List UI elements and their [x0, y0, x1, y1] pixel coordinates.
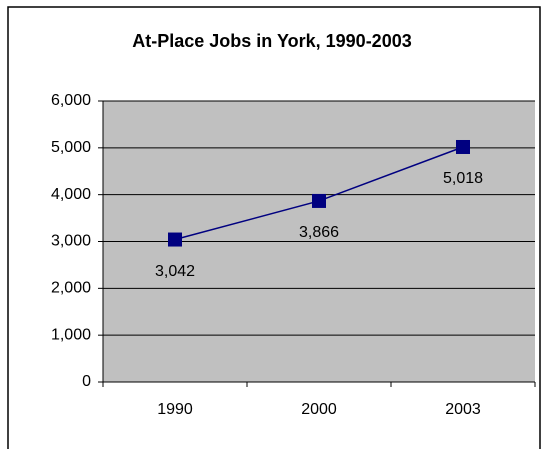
x-tick-label: 2003: [445, 401, 481, 418]
marker: [168, 232, 182, 247]
chart-title: At-Place Jobs in York, 1990-2003: [132, 31, 411, 51]
data-label: 3,042: [155, 263, 195, 280]
y-tick-label: 1,000: [51, 326, 91, 343]
data-label: 3,866: [299, 224, 339, 241]
data-label: 5,018: [443, 170, 483, 187]
y-tick-label: 2,000: [51, 280, 91, 297]
x-tick-label: 2000: [301, 401, 337, 418]
y-tick-label: 5,000: [51, 139, 91, 156]
marker: [456, 139, 470, 154]
y-tick-label: 4,000: [51, 186, 91, 203]
chart-frame: [7, 6, 541, 449]
y-tick-label: 3,000: [51, 233, 91, 250]
marker: [312, 193, 326, 208]
y-tick-label: 0: [82, 373, 91, 390]
x-tick-label: 1990: [157, 401, 193, 418]
y-tick-label: 6,000: [51, 92, 91, 109]
